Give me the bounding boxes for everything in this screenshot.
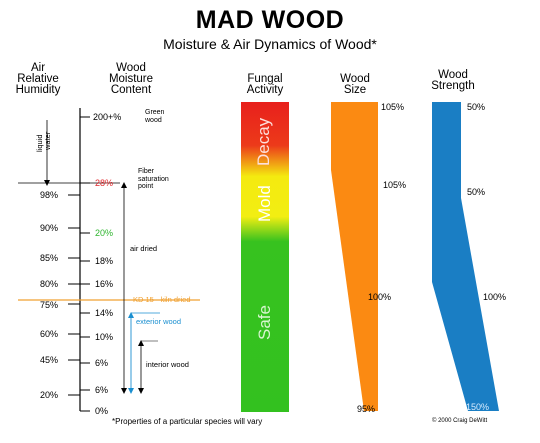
strength-label-top: 50% bbox=[467, 102, 486, 112]
rh-label-85: 85% bbox=[40, 253, 59, 263]
fungal-activity-bar bbox=[241, 102, 289, 412]
wood-strength-header-line-2: Strength bbox=[431, 80, 475, 92]
strength-label-bottom: 150% bbox=[466, 402, 490, 412]
rh-label-98: 98% bbox=[40, 190, 59, 200]
moisture-content-header: Wood Moisture Content bbox=[96, 62, 166, 96]
size-label-bottom: 95% bbox=[357, 404, 376, 414]
copyright: © 2000 Craig DeWitt bbox=[432, 418, 488, 424]
green-wood-note: Green wood bbox=[145, 109, 185, 124]
wood-strength-bar bbox=[432, 102, 499, 411]
axis-ticks bbox=[68, 116, 90, 412]
wood-size-header-line-2: Size bbox=[343, 84, 367, 96]
mc-label-18: 18% bbox=[95, 256, 114, 266]
wood-size-bar bbox=[331, 102, 378, 411]
wood-size-header: Wood Size bbox=[326, 73, 384, 96]
mold-zone-label: Mold bbox=[255, 185, 274, 222]
strength-label-mid: 100% bbox=[483, 292, 507, 302]
air-humidity-header-line-3: Humidity bbox=[15, 84, 61, 96]
page-subtitle: Moisture & Air Dynamics of Wood* bbox=[163, 36, 377, 52]
exterior-wood-note: exterior wood bbox=[136, 317, 182, 326]
decay-zone-label: Decay bbox=[254, 117, 273, 166]
fiber-note-line-3: point bbox=[138, 183, 154, 190]
air-dried-arrow-bottom bbox=[121, 388, 127, 394]
kiln-dried-note: KD 15 - kiln dried bbox=[133, 295, 191, 304]
moisture-content-header-line-2: Moisture bbox=[108, 73, 154, 85]
mc-label-6a: 6% bbox=[95, 358, 109, 368]
mc-label-20: 20% bbox=[95, 228, 114, 238]
mc-label-0: 0% bbox=[95, 406, 109, 416]
rh-label-80: 80% bbox=[40, 279, 59, 289]
wood-size-header-line-1: Wood bbox=[340, 73, 370, 85]
interior-arrow-bottom bbox=[138, 388, 144, 394]
footnote: *Properties of a particular species will… bbox=[112, 417, 263, 426]
mc-label-14: 14% bbox=[95, 308, 114, 318]
size-label-top: 105% bbox=[381, 102, 405, 112]
rh-label-20: 20% bbox=[40, 390, 59, 400]
strength-label-fsp: 50% bbox=[467, 187, 486, 197]
exterior-arrow-top bbox=[128, 312, 134, 318]
air-humidity-header: Air Relative Humidity bbox=[8, 62, 68, 96]
interior-wood-note: interior wood bbox=[146, 360, 189, 369]
rh-label-75: 75% bbox=[40, 300, 59, 310]
liquid-water-label-line-2: water bbox=[43, 131, 52, 150]
rh-label-45: 45% bbox=[40, 355, 59, 365]
air-humidity-header-line-2: Relative bbox=[17, 73, 59, 85]
fungal-activity-header-line-1: Fungal bbox=[247, 73, 283, 85]
fungal-activity-header: Fungal Activity bbox=[233, 73, 297, 96]
mc-label-6b: 6% bbox=[95, 385, 109, 395]
exterior-arrow-bottom bbox=[128, 388, 134, 394]
green-wood-note-line-1: Green bbox=[145, 109, 165, 116]
fiber-note-line-1: Fiber bbox=[138, 168, 154, 175]
moisture-content-header-line-1: Wood bbox=[116, 62, 146, 74]
fungal-activity-header-line-2: Activity bbox=[246, 84, 284, 96]
rh-label-90: 90% bbox=[40, 223, 59, 233]
liquid-water-label-2: water bbox=[43, 131, 52, 150]
air-dried-note: air dried bbox=[130, 244, 158, 253]
moisture-content-header-line-3: Content bbox=[110, 84, 152, 96]
mc-label-10: 10% bbox=[95, 332, 114, 342]
interior-arrow-top bbox=[138, 340, 144, 346]
wood-strength-header-line-1: Wood bbox=[438, 69, 468, 81]
rh-label-60: 60% bbox=[40, 329, 59, 339]
wood-strength-header: Wood Strength bbox=[424, 69, 482, 92]
page-title: MAD WOOD bbox=[195, 6, 345, 34]
mc-label-28: 28% bbox=[95, 178, 114, 188]
size-label-mid: 100% bbox=[368, 292, 392, 302]
fiber-saturation-note: Fiber saturation point bbox=[138, 168, 188, 191]
green-wood-note-line-2: wood bbox=[145, 116, 162, 124]
size-label-fsp: 105% bbox=[383, 180, 407, 190]
safe-zone-label: Safe bbox=[255, 305, 274, 340]
mc-label-16: 16% bbox=[95, 279, 114, 289]
air-dried-arrow-top bbox=[121, 182, 127, 188]
air-humidity-header-line-1: Air bbox=[30, 62, 46, 74]
fiber-note-line-2: saturation bbox=[138, 175, 169, 183]
mc-label-200: 200+% bbox=[93, 112, 122, 122]
